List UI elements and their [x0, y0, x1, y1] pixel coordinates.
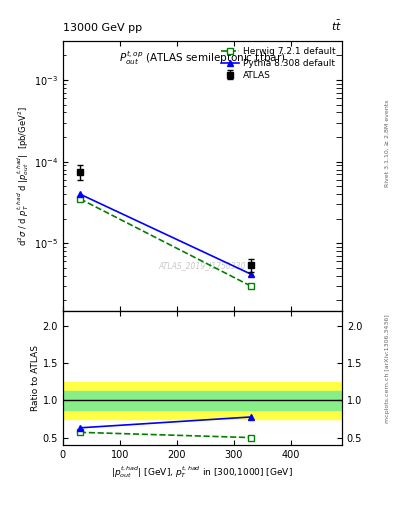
Text: $P_{out}^{t,op}$ (ATLAS semileptonic ttbar): $P_{out}^{t,op}$ (ATLAS semileptonic ttb…: [119, 49, 286, 67]
Text: Rivet 3.1.10, ≥ 2.8M events: Rivet 3.1.10, ≥ 2.8M events: [385, 100, 390, 187]
Legend: Herwig 7.2.1 default, Pythia 8.308 default, ATLAS: Herwig 7.2.1 default, Pythia 8.308 defau…: [220, 46, 338, 81]
Text: mcplots.cern.ch [arXiv:1306.3436]: mcplots.cern.ch [arXiv:1306.3436]: [385, 314, 390, 423]
Herwig 7.2.1 default: [248, 283, 253, 289]
Text: ATLAS_2019_I1750330: ATLAS_2019_I1750330: [159, 261, 246, 270]
X-axis label: $|p_{out}^{t,had}|$ [GeV], $p_T^{t,had}$ in [300,1000] [GeV]: $|p_{out}^{t,had}|$ [GeV], $p_T^{t,had}$…: [112, 464, 293, 480]
Text: 13000 GeV pp: 13000 GeV pp: [63, 23, 142, 33]
Pythia 8.308 default: [77, 191, 82, 197]
Bar: [63, 382, 342, 419]
Herwig 7.2.1 default: [77, 196, 82, 202]
Y-axis label: d$^2\sigma$ / d $p_T^{t,had}$ d $|p_{out}^{t,had}|$  [pb/GeV$^2$]: d$^2\sigma$ / d $p_T^{t,had}$ d $|p_{out…: [15, 106, 31, 246]
Bar: [63, 391, 342, 410]
Y-axis label: Ratio to ATLAS: Ratio to ATLAS: [31, 345, 40, 411]
Pythia 8.308 default: [248, 271, 253, 277]
Line: Pythia 8.308 default: Pythia 8.308 default: [77, 191, 254, 277]
Line: Herwig 7.2.1 default: Herwig 7.2.1 default: [77, 196, 254, 289]
Text: $t\bar{t}$: $t\bar{t}$: [331, 19, 342, 33]
